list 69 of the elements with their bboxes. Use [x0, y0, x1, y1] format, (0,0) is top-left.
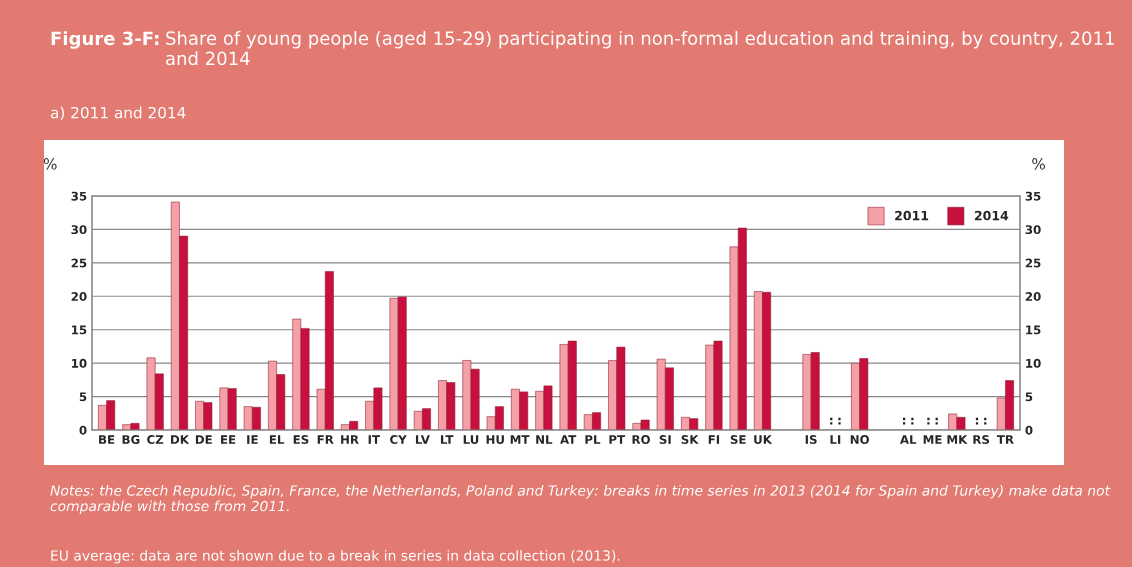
x-tick-label: FI	[708, 435, 720, 444]
x-tick-label: AT	[560, 435, 577, 444]
y2-tick-label: 10	[1026, 358, 1041, 368]
x-tick-label: NO	[850, 435, 870, 444]
x-tick-label: LV	[415, 435, 430, 444]
y-tick-label: 5	[79, 392, 87, 402]
x-tick-label: DK	[171, 435, 190, 444]
x-tick-label: CY	[390, 435, 407, 444]
text: :	[984, 417, 987, 425]
x-tick-label: CZ	[147, 435, 164, 444]
y2-tick-label: 35	[1025, 191, 1041, 201]
text: :	[903, 417, 906, 425]
y-axis-title: %	[43, 158, 57, 170]
text: :	[911, 417, 914, 425]
y-tick-label: 0	[79, 425, 87, 435]
x-tick-label: MK	[947, 435, 968, 444]
y2-tick-label: 25	[1025, 258, 1041, 268]
y2-tick-label: 15	[1026, 325, 1041, 335]
y-tick-label: 25	[71, 258, 87, 268]
x-tick-label: RO	[632, 435, 650, 444]
text: Notes: the Czech Republic, Spain, France, the Netherlands, Poland and Turkey: breaks in time series in 2013 (2014 for Spain and Turkey) make data not comparable with those from 2011.	[50, 485, 1111, 514]
legend-label: 2014	[974, 210, 1009, 221]
text: a) 2011 and 2014	[50, 106, 186, 121]
x-tick-label: HU	[486, 435, 504, 444]
x-tick-label: ES	[293, 435, 309, 444]
x-tick-label: EL	[269, 435, 285, 444]
text: :	[927, 417, 930, 425]
y2-tick-label: 30	[1025, 225, 1041, 235]
text: EU average: data are not shown due to a break in series in data collection (2013).	[51, 550, 620, 564]
x-tick-label: MT	[510, 435, 530, 444]
x-tick-label: PL	[585, 435, 601, 444]
text: :	[935, 417, 938, 425]
x-tick-label: IT	[368, 435, 380, 444]
y2-tick-label: 0	[1025, 425, 1033, 435]
x-tick-label: PT	[609, 435, 626, 444]
x-tick-label: EE	[221, 435, 236, 444]
x-tick-label: LT	[440, 435, 454, 444]
x-tick-label: NL	[536, 435, 553, 444]
text: :	[830, 417, 833, 425]
x-tick-label: TR	[996, 435, 1014, 444]
y-tick-label: 10	[72, 358, 87, 368]
text: :	[838, 417, 841, 425]
chart-subtitle: Share of young people (aged 15-29) participating in non-formal education and training, by country, 2011 and 2014	[166, 31, 1114, 66]
x-tick-label: FR	[317, 435, 334, 444]
x-tick-label: SI	[659, 435, 671, 444]
y2-axis-title: %	[1032, 158, 1045, 170]
x-tick-label: DE	[195, 435, 212, 444]
y-tick-label: 30	[71, 225, 87, 235]
x-tick-label: SK	[681, 435, 699, 444]
y-tick-label: 20	[71, 292, 87, 301]
x-tick-label: ME	[923, 435, 942, 444]
x-tick-label: LI	[830, 435, 841, 444]
x-tick-label: HR	[341, 435, 359, 444]
x-tick-label: AL	[899, 435, 917, 444]
x-tick-label: LU	[463, 435, 479, 444]
x-tick-label: RS	[973, 435, 990, 444]
x-tick-label: IE	[247, 435, 258, 444]
y2-tick-label: 20	[1025, 292, 1041, 301]
legend-label: 2011	[895, 210, 929, 221]
x-tick-label: IS	[805, 435, 817, 444]
y-tick-label: 35	[71, 191, 87, 201]
x-tick-label: BG	[122, 435, 140, 444]
x-tick-label: BE	[99, 435, 115, 444]
y-tick-label: 15	[72, 325, 87, 335]
chart-title: Figure 3-F:	[51, 31, 159, 49]
y2-tick-label: 5	[1025, 392, 1033, 402]
text: :	[975, 417, 979, 425]
x-tick-label: SE	[730, 435, 746, 444]
x-tick-label: UK	[754, 435, 773, 444]
